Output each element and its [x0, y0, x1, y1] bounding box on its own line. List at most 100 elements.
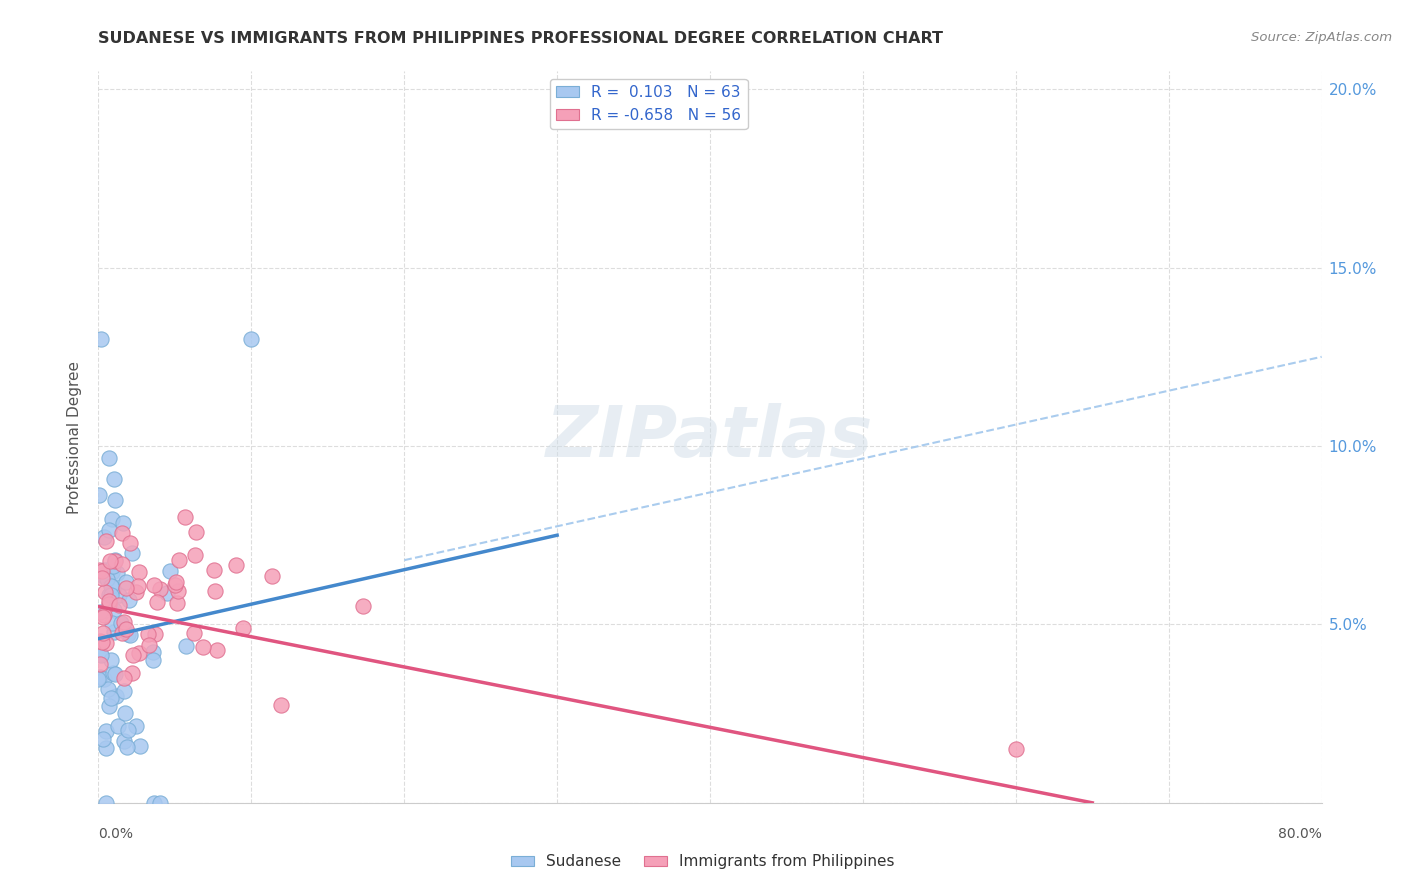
Point	[97, 593, 120, 607]
Point	[91, 610, 114, 624]
Point	[96, 740, 118, 755]
Point	[120, 627, 142, 641]
Point	[97, 681, 120, 696]
Point	[111, 626, 134, 640]
Point	[111, 557, 134, 571]
Point	[127, 579, 149, 593]
Point	[103, 603, 125, 617]
Point	[94, 636, 117, 650]
Point	[100, 512, 122, 526]
Point	[159, 565, 181, 579]
Point	[122, 648, 145, 663]
Point	[107, 719, 129, 733]
Point	[352, 599, 374, 614]
Point	[163, 578, 186, 592]
Point	[108, 598, 131, 612]
Point	[104, 554, 127, 568]
Point	[156, 586, 179, 600]
Point	[165, 575, 187, 590]
Point	[142, 645, 165, 659]
Legend: R =  0.103   N = 63, R = -0.658   N = 56: R = 0.103 N = 63, R = -0.658 N = 56	[550, 79, 748, 128]
Point	[167, 584, 190, 599]
Point	[90, 564, 112, 578]
Point	[115, 582, 138, 596]
Point	[93, 608, 115, 623]
Text: 80.0%: 80.0%	[1278, 827, 1322, 841]
Point	[225, 558, 247, 572]
Point	[96, 572, 118, 586]
Point	[149, 582, 172, 596]
Point	[184, 524, 207, 539]
Point	[143, 578, 166, 592]
Point	[98, 597, 121, 611]
Point	[94, 533, 117, 548]
Point	[101, 615, 124, 630]
Point	[166, 596, 188, 610]
Point	[204, 583, 226, 598]
Point	[112, 671, 135, 685]
Point	[105, 566, 128, 581]
Point	[167, 553, 190, 567]
Point	[108, 588, 131, 602]
Point	[115, 623, 138, 637]
Point	[103, 666, 125, 681]
Point	[183, 625, 205, 640]
Point	[94, 584, 117, 599]
Text: ZIPatlas: ZIPatlas	[547, 402, 873, 472]
Point	[114, 706, 136, 720]
Point	[100, 588, 122, 602]
Point	[91, 571, 114, 585]
Point	[117, 723, 139, 737]
Point	[97, 451, 120, 466]
Point	[240, 332, 263, 346]
Point	[98, 698, 121, 713]
Point	[149, 796, 172, 810]
Point	[270, 698, 292, 713]
Point	[98, 554, 121, 568]
Point	[91, 626, 114, 640]
Point	[89, 634, 111, 648]
Point	[93, 672, 115, 686]
Point	[121, 546, 143, 560]
Point	[174, 509, 197, 524]
Point	[1004, 742, 1026, 756]
Point	[111, 516, 134, 530]
Point	[89, 657, 111, 671]
Point	[112, 615, 135, 630]
Point	[90, 332, 112, 346]
Point	[207, 643, 229, 657]
Point	[183, 548, 205, 562]
Point	[90, 648, 112, 662]
Point	[114, 575, 136, 590]
Point	[105, 689, 128, 703]
Point	[100, 579, 122, 593]
Point	[128, 646, 150, 660]
Point	[118, 592, 141, 607]
Point	[110, 615, 132, 630]
Point	[142, 653, 165, 667]
Point	[125, 585, 148, 599]
Text: 0.0%: 0.0%	[98, 827, 134, 841]
Point	[104, 553, 127, 567]
Point	[93, 563, 115, 577]
Point	[121, 666, 143, 681]
Point	[103, 472, 125, 486]
Point	[146, 595, 169, 609]
Point	[87, 488, 110, 502]
Point	[87, 672, 110, 686]
Legend: Sudanese, Immigrants from Philippines: Sudanese, Immigrants from Philippines	[505, 848, 901, 875]
Point	[91, 635, 114, 649]
Point	[191, 640, 214, 655]
Point	[101, 559, 124, 574]
Point	[136, 627, 159, 641]
Point	[138, 638, 160, 652]
Point	[143, 626, 166, 640]
Point	[104, 666, 127, 681]
Point	[91, 731, 114, 746]
Point	[100, 653, 122, 667]
Point	[129, 739, 152, 753]
Point	[89, 563, 111, 577]
Text: Source: ZipAtlas.com: Source: ZipAtlas.com	[1251, 31, 1392, 45]
Point	[93, 530, 115, 544]
Point	[114, 734, 136, 748]
